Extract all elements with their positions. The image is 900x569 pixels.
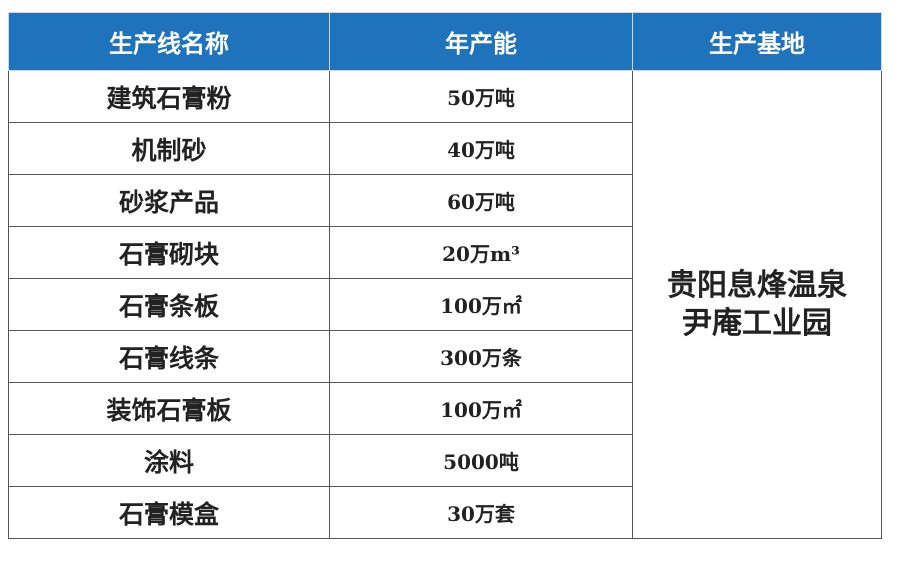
- capacity: 50万吨: [329, 70, 633, 123]
- capacity: 100万㎡: [329, 382, 633, 435]
- table-row: 石膏模盒 30万套: [8, 486, 882, 539]
- table-header: 生产线名称 年产能 生产基地: [8, 12, 882, 71]
- table-row: 建筑石膏粉 50万吨 贵阳息烽温泉 尹庵工业园: [8, 70, 882, 539]
- line-name: 建筑石膏粉: [8, 70, 330, 123]
- line-name: 砂浆产品: [8, 174, 330, 227]
- capacity: 5000吨: [329, 434, 633, 487]
- capacity: 100万㎡: [329, 278, 633, 331]
- line-name: 石膏线条: [8, 330, 330, 383]
- table-row: 涂料 5000吨: [8, 434, 882, 487]
- capacity: 40万吨: [329, 122, 633, 175]
- header-cell: 年产能: [329, 12, 633, 71]
- line-name: 装饰石膏板: [8, 382, 330, 435]
- line-name: 机制砂: [8, 122, 330, 175]
- header-cell: 生产基地: [632, 12, 882, 71]
- line-name: 涂料: [8, 434, 330, 487]
- table-row: 石膏线条 300万条: [8, 330, 882, 383]
- line-name: 石膏模盒: [8, 486, 330, 539]
- base-line: 尹庵工业园: [682, 305, 832, 341]
- header-cell: 生产线名称: [8, 12, 330, 71]
- table-row: 装饰石膏板 100万㎡: [8, 382, 882, 435]
- table-row: 机制砂 40万吨: [8, 122, 882, 175]
- production-base: 贵阳息烽温泉 尹庵工业园: [632, 70, 882, 539]
- capacity: 20万m³: [329, 226, 633, 279]
- capacity: 300万条: [329, 330, 633, 383]
- line-name: 石膏砌块: [8, 226, 330, 279]
- capacity-table: 生产线名称 年产能 生产基地 建筑石膏粉 50万吨 贵阳息烽温泉 尹庵工业园 机制砂 40万吨…: [8, 12, 882, 539]
- line-name: 石膏条板: [8, 278, 330, 331]
- capacity: 60万吨: [329, 174, 633, 227]
- base-line: 贵阳息烽温泉: [667, 267, 847, 303]
- header-row: 生产线名称 年产能 生产基地: [8, 12, 882, 71]
- capacity: 30万套: [329, 486, 633, 539]
- table-body: 建筑石膏粉 50万吨 贵阳息烽温泉 尹庵工业园 机制砂 40万吨 砂浆产品 60万吨 石膏砌块 2…: [8, 70, 882, 539]
